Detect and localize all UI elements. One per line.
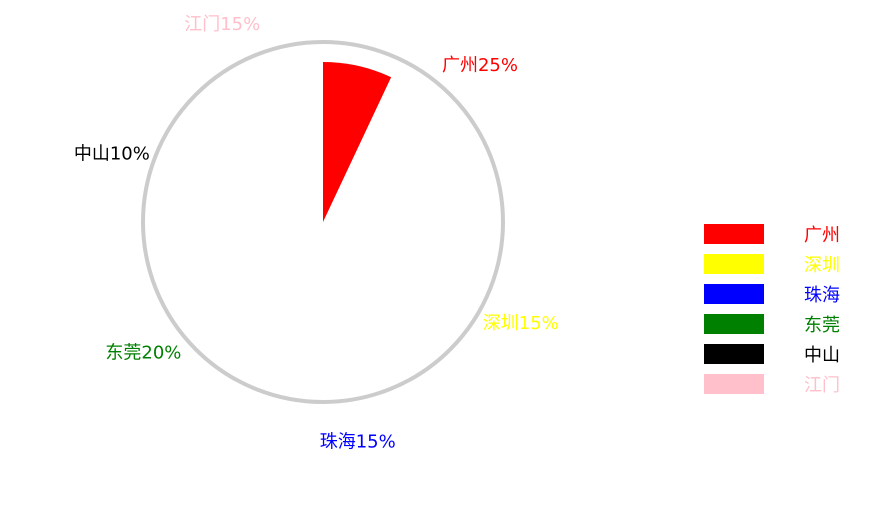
pie-slices <box>323 62 392 222</box>
legend-label-2[interactable]: 深圳 <box>804 255 840 276</box>
legend-swatch-1[interactable] <box>704 224 764 244</box>
pie-slice-label-1: 广州25% <box>442 55 518 76</box>
pie-slice-label-6: 江门15% <box>184 14 260 35</box>
legend-label-5[interactable]: 中山 <box>804 345 840 366</box>
legend-label-4[interactable]: 东莞 <box>804 315 840 336</box>
legend-swatch-5[interactable] <box>704 344 764 364</box>
legend-swatch-4[interactable] <box>704 314 764 334</box>
legend-label-3[interactable]: 珠海 <box>804 285 840 306</box>
pie-slice-1[interactable] <box>323 62 392 222</box>
pie-labels: 广州25% 深圳15% 珠海15% 东莞20% 中山10% 江门15% <box>74 14 559 452</box>
pie-slice-label-4: 东莞20% <box>105 342 181 363</box>
legend-swatch-6[interactable] <box>704 374 764 394</box>
legend-swatch-3[interactable] <box>704 284 764 304</box>
legend-label-1[interactable]: 广州 <box>804 225 840 246</box>
pie-slice-label-5: 中山10% <box>74 143 150 164</box>
legend-swatch-2[interactable] <box>704 254 764 274</box>
pie-outline <box>141 40 505 404</box>
legend-label-6[interactable]: 江门 <box>804 375 840 396</box>
pie-slice-label-3: 珠海15% <box>320 431 396 452</box>
pie-slice-label-2: 深圳15% <box>483 313 559 334</box>
